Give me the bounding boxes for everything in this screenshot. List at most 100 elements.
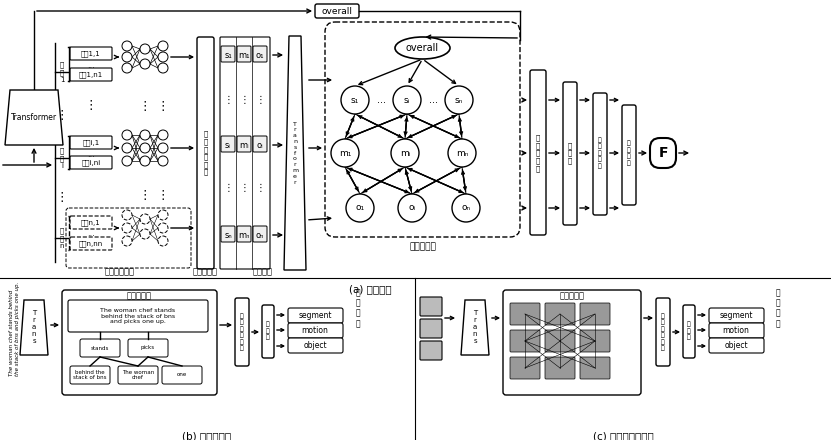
Text: ⋮: ⋮ [239,95,248,105]
FancyBboxPatch shape [70,136,112,149]
Circle shape [122,223,132,233]
Text: one: one [177,373,187,378]
Text: oₙ: oₙ [461,203,470,213]
Text: 分
层
化: 分 层 化 [568,142,572,164]
Text: 分层全局图: 分层全局图 [409,242,436,252]
FancyBboxPatch shape [315,4,359,18]
Text: oᵢ: oᵢ [409,203,416,213]
FancyBboxPatch shape [253,136,267,152]
Text: ⋮: ⋮ [239,183,248,193]
Circle shape [158,236,168,246]
FancyBboxPatch shape [420,297,442,316]
Text: stands: stands [91,345,109,351]
FancyBboxPatch shape [221,46,235,62]
Circle shape [140,44,150,54]
Text: 分层局部图: 分层局部图 [559,291,584,301]
FancyBboxPatch shape [162,366,202,384]
Text: (a) 整体流程: (a) 整体流程 [349,284,391,294]
Text: 分
层
化: 分 层 化 [266,322,270,340]
Text: overall: overall [406,43,439,53]
Text: 分层局部图: 分层局部图 [126,291,151,301]
Circle shape [158,63,168,73]
Circle shape [140,59,150,69]
Text: object: object [303,341,327,350]
Circle shape [346,194,374,222]
Text: mₙ: mₙ [456,149,468,158]
Text: ⋮: ⋮ [56,109,68,121]
FancyBboxPatch shape [545,303,575,325]
FancyBboxPatch shape [709,323,764,338]
Text: m₁: m₁ [238,51,250,59]
Text: ⋮: ⋮ [224,183,233,193]
Text: ⋮: ⋮ [139,190,151,202]
Text: oᵢ: oᵢ [257,140,263,150]
Polygon shape [20,300,48,355]
Circle shape [393,86,421,114]
FancyBboxPatch shape [237,136,251,152]
Ellipse shape [395,37,450,59]
FancyBboxPatch shape [70,47,112,60]
Circle shape [122,210,132,220]
FancyBboxPatch shape [70,156,112,169]
Text: ⋮: ⋮ [157,190,170,202]
FancyBboxPatch shape [545,330,575,352]
Text: 分层局部图: 分层局部图 [193,268,218,276]
Text: T
r
a
n
s: T r a n s [32,310,37,344]
Text: 提取到的特征: 提取到的特征 [105,268,135,276]
Circle shape [140,156,150,166]
Polygon shape [461,300,489,355]
FancyBboxPatch shape [288,323,343,338]
FancyBboxPatch shape [221,136,235,152]
Text: 分
层
化: 分 层 化 [687,322,691,340]
Circle shape [122,63,132,73]
Text: ⋮: ⋮ [157,99,170,113]
Text: sᵢ: sᵢ [225,140,231,150]
FancyBboxPatch shape [580,357,610,379]
Text: ...: ... [87,61,95,70]
Text: F: F [658,146,668,160]
Text: s₁: s₁ [224,51,232,59]
Circle shape [122,143,132,153]
Circle shape [122,52,132,62]
Text: overall: overall [322,7,352,15]
FancyBboxPatch shape [420,319,442,338]
FancyBboxPatch shape [221,226,235,242]
Text: oₙ: oₙ [256,231,264,239]
Circle shape [122,130,132,140]
FancyBboxPatch shape [622,105,636,205]
Text: 特征1,n1: 特征1,n1 [79,71,103,78]
Text: segment: segment [720,311,753,320]
Text: sₙ: sₙ [455,95,463,105]
Text: 局
部
特
征: 局 部 特 征 [356,288,361,328]
FancyBboxPatch shape [70,68,112,81]
Circle shape [158,52,168,62]
FancyBboxPatch shape [563,82,577,225]
FancyBboxPatch shape [709,308,764,323]
Text: ⋮: ⋮ [56,191,68,203]
Circle shape [398,194,426,222]
Circle shape [140,214,150,224]
FancyBboxPatch shape [80,339,120,357]
Polygon shape [284,36,306,270]
Circle shape [448,139,476,167]
FancyBboxPatch shape [262,305,274,358]
Text: mₙ: mₙ [238,231,250,239]
FancyBboxPatch shape [510,357,540,379]
FancyBboxPatch shape [253,226,267,242]
FancyBboxPatch shape [288,338,343,353]
Text: object: object [724,341,748,350]
Text: 片
段
i: 片 段 i [60,147,64,169]
Circle shape [140,143,150,153]
Circle shape [122,236,132,246]
FancyBboxPatch shape [70,366,110,384]
Text: motion: motion [302,326,328,335]
Text: ...: ... [87,150,95,158]
FancyBboxPatch shape [650,138,676,168]
Circle shape [140,229,150,239]
Circle shape [331,139,359,167]
Circle shape [452,194,480,222]
FancyBboxPatch shape [237,226,251,242]
FancyBboxPatch shape [237,46,251,62]
Polygon shape [5,90,63,145]
Text: ⋮: ⋮ [85,99,97,111]
